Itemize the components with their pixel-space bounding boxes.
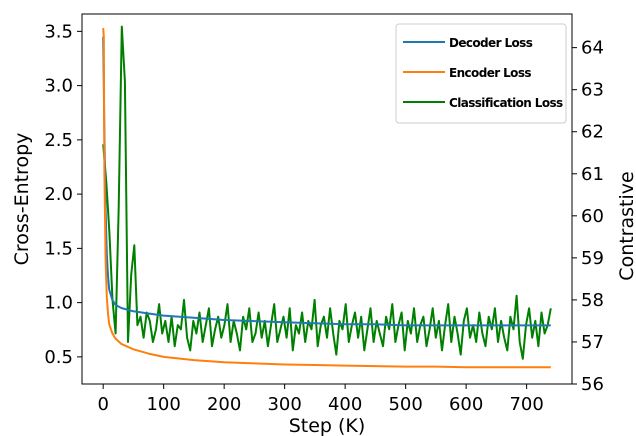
- y-right-tick-label: 56: [581, 374, 604, 395]
- series-layer: [102, 25, 552, 369]
- y-left-tick-label: 1.0: [44, 293, 73, 314]
- legend-label-encoder: Encoder Loss: [449, 66, 531, 80]
- y-right-tick-label: 58: [581, 290, 604, 311]
- y-right-tick-label: 62: [581, 122, 604, 143]
- x-tick-label: 500: [388, 394, 422, 415]
- y-right-tick-label: 57: [581, 332, 604, 353]
- y-right-tick-label: 61: [581, 164, 604, 185]
- y-left-tick-label: 3.5: [44, 21, 73, 42]
- legend: Decoder Loss Encoder Loss Classification…: [395, 23, 567, 124]
- x-tick-label: 400: [328, 394, 362, 415]
- decoder-loss-line: [102, 36, 551, 327]
- x-tick-label: 700: [509, 394, 543, 415]
- x-axis: 0 100 200 300 400 500 600 700: [97, 384, 544, 415]
- legend-label-decoder: Decoder Loss: [449, 36, 533, 50]
- x-tick-label: 0: [97, 394, 108, 415]
- x-tick-label: 300: [267, 394, 301, 415]
- legend-box: [395, 23, 567, 124]
- y-left-tick-label: 0.5: [44, 347, 73, 368]
- x-tick-label: 600: [449, 394, 483, 415]
- y-left-tick-label: 1.5: [44, 238, 73, 259]
- plot-frame: [81, 13, 573, 385]
- y-right-tick-label: 63: [581, 80, 604, 101]
- y-right-tick-label: 64: [581, 38, 604, 59]
- x-tick-label: 100: [146, 394, 180, 415]
- y-axis-left: 0.5 1.0 1.5 2.0 2.5 3.0 3.5: [44, 21, 82, 368]
- y-left-tick-label: 2.5: [44, 130, 73, 151]
- legend-label-classification: Classification Loss: [449, 96, 563, 110]
- y-right-tick-label: 60: [581, 206, 604, 227]
- classification-loss-line: [102, 25, 552, 360]
- y-left-tick-label: 3.0: [44, 76, 73, 97]
- encoder-loss-line: [102, 28, 551, 369]
- x-axis-label: Step (K): [289, 415, 366, 436]
- y-left-tick-label: 2.0: [44, 184, 73, 205]
- x-tick-label: 200: [207, 394, 241, 415]
- y-axis-right-label: Contrastive: [616, 171, 636, 280]
- y-axis-right: 56 57 58 59 60 61 62 63 64: [572, 38, 604, 395]
- y-right-tick-label: 59: [581, 248, 604, 269]
- y-axis-left-label: Cross-Entropy: [11, 133, 33, 266]
